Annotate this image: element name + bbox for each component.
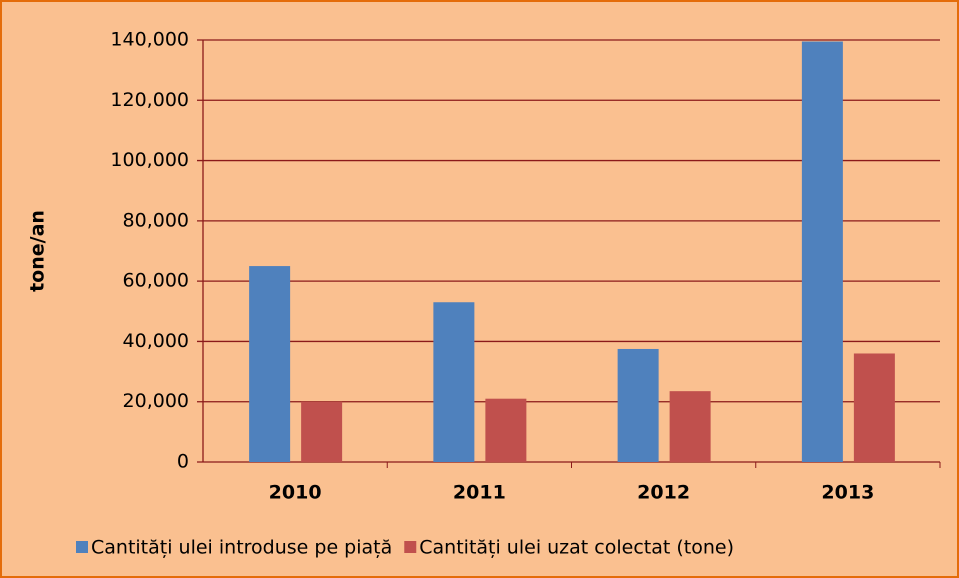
- y-tick-label: 120,000: [110, 89, 189, 111]
- y-tick-label: 60,000: [123, 270, 189, 292]
- x-tick-label: 2011: [453, 482, 506, 504]
- x-tick-label: 2013: [821, 482, 874, 504]
- bar: [669, 391, 711, 462]
- legend-swatch: [404, 541, 417, 553]
- bar: [301, 401, 343, 462]
- x-tick-label: 2010: [269, 482, 322, 504]
- legend-swatch: [76, 541, 88, 553]
- bar: [485, 398, 527, 462]
- bar: [617, 348, 659, 462]
- y-tick-label: 0: [177, 451, 189, 473]
- y-tick-label: 40,000: [123, 330, 189, 352]
- x-tick-label: 2012: [637, 482, 690, 504]
- y-tick-label: 140,000: [110, 29, 189, 51]
- bar: [249, 266, 291, 462]
- bar: [853, 353, 895, 462]
- legend-label: Cantități ulei uzat colectat (tone): [419, 537, 734, 559]
- bar: [433, 302, 475, 462]
- bar: [801, 41, 843, 462]
- y-axis-label: tone/an: [27, 210, 49, 292]
- legend-label: Cantități ulei introduse pe piață: [91, 537, 392, 559]
- y-tick-label: 20,000: [123, 390, 189, 412]
- y-tick-label: 80,000: [123, 209, 189, 231]
- y-tick-label: 100,000: [110, 149, 189, 171]
